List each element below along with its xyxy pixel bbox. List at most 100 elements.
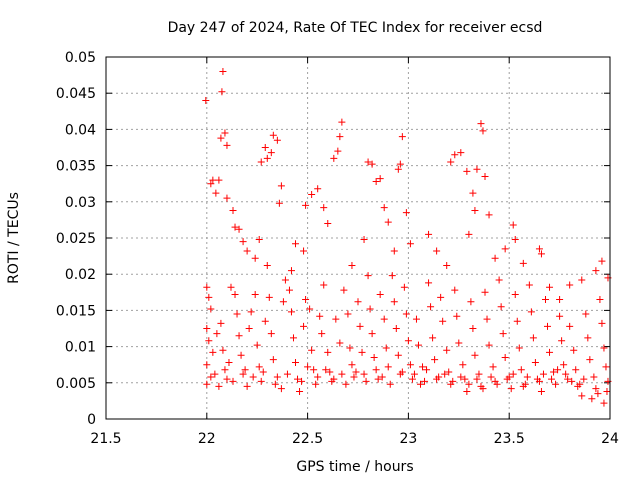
data-point: [263, 154, 271, 162]
data-point: [320, 281, 328, 289]
data-point: [427, 303, 435, 311]
y-tick-label: 0.005: [56, 376, 96, 392]
data-point: [515, 344, 523, 352]
data-point: [473, 375, 481, 383]
data-point: [566, 281, 574, 289]
data-point: [402, 310, 410, 318]
data-point: [382, 344, 390, 352]
data-point: [203, 325, 211, 332]
data-point: [314, 185, 322, 193]
data-point: [281, 276, 289, 284]
data-point: [213, 330, 221, 338]
data-point: [560, 361, 568, 369]
x-tick-label: 24: [601, 431, 619, 447]
data-point: [376, 175, 384, 183]
data-point: [243, 247, 251, 255]
data-point: [429, 334, 437, 342]
data-point: [527, 308, 535, 316]
data-point: [487, 373, 495, 381]
data-point: [239, 238, 247, 246]
data-point: [423, 366, 431, 374]
data-point: [229, 377, 237, 385]
data-point: [215, 176, 223, 184]
data-point: [481, 172, 489, 180]
data-point: [445, 368, 453, 376]
data-point: [348, 262, 356, 270]
data-point: [598, 319, 606, 327]
x-tick-label: 22: [198, 431, 216, 447]
data-point: [257, 158, 265, 166]
data-point: [212, 189, 220, 197]
data-point: [539, 370, 547, 378]
data-point: [338, 118, 346, 126]
data-point: [603, 387, 611, 395]
data-point: [338, 370, 346, 378]
data-point: [247, 308, 255, 316]
data-point: [535, 377, 543, 385]
data-point: [451, 286, 459, 294]
data-point: [259, 368, 267, 376]
data-point: [541, 296, 549, 304]
data-point: [203, 380, 211, 388]
data-point: [574, 382, 582, 390]
data-point: [491, 254, 499, 262]
data-point: [336, 133, 344, 141]
data-point: [550, 368, 558, 376]
data-point: [358, 348, 366, 356]
data-point: [292, 359, 300, 367]
data-point: [223, 375, 231, 383]
data-point: [523, 373, 531, 381]
data-point: [535, 245, 543, 253]
data-point: [507, 385, 515, 393]
data-point: [509, 221, 517, 229]
data-point: [205, 293, 213, 301]
data-point: [231, 290, 239, 298]
data-point: [352, 368, 360, 376]
x-tick-label: 23: [399, 431, 417, 447]
data-point: [279, 298, 287, 306]
data-point: [588, 395, 596, 403]
data-point: [404, 337, 412, 345]
data-point: [257, 377, 265, 385]
data-point: [261, 317, 269, 325]
data-point: [596, 296, 604, 304]
plot-frame: [105, 56, 611, 420]
data-point: [406, 240, 414, 248]
data-point: [241, 366, 249, 374]
data-point: [425, 279, 433, 287]
data-point: [233, 310, 241, 318]
data-point: [271, 380, 279, 388]
data-point: [205, 337, 213, 345]
data-point: [372, 366, 380, 374]
data-point: [318, 330, 326, 338]
data-point: [255, 363, 263, 371]
data-point: [269, 356, 277, 364]
data-point: [300, 322, 308, 330]
data-point: [316, 312, 324, 320]
y-tick-label: 0: [87, 412, 96, 428]
data-point: [227, 283, 235, 291]
data-point: [324, 348, 332, 356]
data-point: [546, 283, 554, 291]
data-point: [437, 293, 445, 301]
data-point: [410, 370, 418, 378]
data-point: [235, 225, 243, 233]
data-point: [443, 346, 451, 354]
data-point: [499, 330, 507, 338]
data-point: [483, 315, 491, 323]
data-point: [251, 254, 259, 262]
data-point: [441, 370, 449, 378]
data-point: [578, 392, 586, 400]
data-point: [229, 206, 237, 214]
data-point: [298, 377, 306, 385]
data-point: [396, 160, 404, 168]
data-point: [368, 160, 376, 168]
data-point: [218, 88, 226, 96]
data-point: [544, 322, 552, 330]
data-point: [269, 131, 277, 139]
data-point: [306, 305, 314, 313]
data-point: [519, 259, 527, 267]
data-point: [364, 272, 372, 280]
data-point: [251, 290, 259, 298]
